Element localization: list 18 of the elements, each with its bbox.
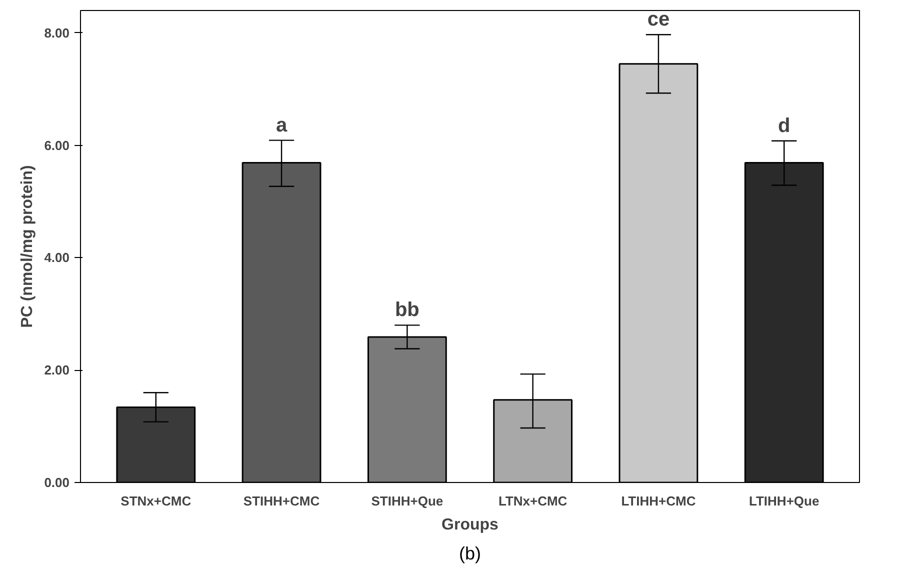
- y-axis-title: PC (nmol/mg protein): [19, 165, 36, 328]
- y-tick-label: 2.00: [44, 362, 70, 378]
- annotation: ce: [647, 8, 670, 31]
- x-tick-label: STIHH+CMC: [243, 494, 320, 508]
- x-tick-label: STIHH+Que: [371, 494, 444, 508]
- y-tick-label: 8.00: [44, 25, 70, 40]
- x-tick-label: LTIHH+CMC: [621, 494, 696, 508]
- y-tick-label: 4.00: [44, 250, 70, 266]
- text: (b): [459, 544, 481, 564]
- x-axis-title: Groups: [442, 516, 499, 534]
- y-tick-label: 0.00: [44, 475, 70, 490]
- annotation: d: [778, 114, 790, 137]
- x-tick-label: LTNx+CMC: [498, 494, 568, 508]
- x-tick-label: LTIHH+Que: [749, 494, 820, 508]
- x-tick-label: STNx+CMC: [120, 494, 192, 508]
- annotation: bb: [394, 299, 420, 322]
- y-tick-label: 6.00: [44, 138, 70, 153]
- annotation: a: [276, 114, 288, 136]
